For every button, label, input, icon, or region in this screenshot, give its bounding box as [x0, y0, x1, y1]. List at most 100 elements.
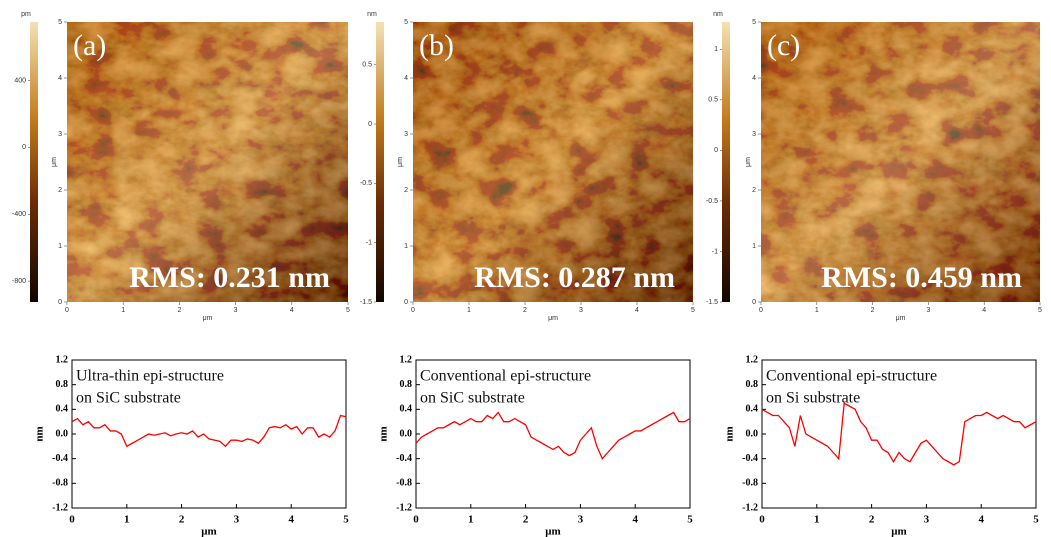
y-tick-label: 0.8: [400, 379, 413, 390]
panel-label: (c): [767, 29, 800, 62]
profile-line: [761, 402, 1037, 466]
y-tick-label: 0.4: [400, 404, 413, 415]
x-tick-label: 4: [290, 307, 294, 314]
y-tick-label: 0: [404, 299, 408, 306]
y-tick-label: 1: [58, 243, 62, 250]
x-tick-label: 0: [411, 307, 415, 314]
y-tick-label: 1: [404, 243, 408, 250]
x-tick-label: 0: [65, 307, 69, 314]
colorbar: [30, 22, 38, 302]
y-tick-label: -1.2: [742, 502, 758, 513]
x-tick-label: 2: [871, 307, 875, 314]
colorbar-tick-label: 1: [714, 46, 718, 53]
y-tick-label: 0.8: [56, 379, 69, 390]
y-tick-label: 1: [752, 243, 756, 250]
y-tick-label: 0.4: [746, 404, 759, 415]
y-tick-label: 4: [404, 75, 408, 82]
x-tick-label: 3: [926, 307, 930, 314]
profile-caption: Conventional epi-structure: [420, 368, 591, 385]
y-tick-label: 3: [404, 131, 408, 138]
x-tick-label: 1: [814, 514, 820, 526]
y-tick-label: -0.8: [52, 478, 68, 489]
x-tick-label: 3: [924, 514, 930, 526]
colorbar-unit: nm: [367, 11, 377, 18]
y-axis-label: nm: [34, 426, 46, 441]
colorbar-tick-label: -1: [366, 240, 372, 247]
x-tick-label: 5: [346, 307, 350, 314]
x-axis-label: μm: [548, 315, 558, 322]
profile-caption: Conventional epi-structure: [766, 368, 937, 385]
colorbar: [722, 22, 730, 302]
x-tick-label: 4: [288, 514, 294, 526]
y-tick-label: -0.4: [52, 453, 68, 464]
panel-label: (b): [419, 29, 454, 62]
x-tick-label: 0: [759, 514, 765, 526]
y-tick-label: 0: [58, 299, 62, 306]
y-tick-label: -0.8: [742, 478, 758, 489]
x-tick-label: 4: [635, 307, 639, 314]
x-tick-label: 1: [467, 307, 471, 314]
profile-caption: Ultra-thin epi-structure: [76, 368, 224, 385]
colorbar-tick-label: 0.5: [708, 97, 718, 104]
colorbar-tick-label: -1: [712, 248, 718, 255]
y-tick-label: 1.2: [400, 354, 413, 365]
y-tick-label: 0.4: [56, 404, 69, 415]
y-tick-label: 5: [404, 19, 408, 26]
y-tick-label: 1.2: [746, 354, 759, 365]
x-axis-label: μm: [203, 315, 213, 322]
y-tick-label: -0.4: [742, 453, 758, 464]
y-tick-label: 0: [752, 299, 756, 306]
x-tick-label: 5: [343, 514, 349, 526]
x-axis-label: μm: [896, 315, 906, 322]
y-axis-label: μm: [745, 157, 752, 167]
profile-line: [415, 411, 691, 460]
rms-annotation: RMS: 0.287 nm: [474, 261, 675, 294]
y-tick-label: 4: [58, 75, 62, 82]
panel-label: (a): [73, 29, 106, 62]
y-tick-label: 0.8: [746, 379, 759, 390]
y-tick-label: 5: [752, 19, 756, 26]
y-axis-label: nm: [378, 426, 390, 441]
colorbar-tick-label: -1.5: [706, 299, 718, 306]
colorbar-tick-label: -0.5: [360, 180, 372, 187]
x-tick-label: 2: [523, 307, 527, 314]
x-tick-label: 4: [632, 514, 638, 526]
x-tick-label: 1: [815, 307, 819, 314]
x-tick-label: 3: [578, 514, 584, 526]
colorbar-tick-label: 0: [22, 144, 26, 151]
x-tick-label: 0: [69, 514, 75, 526]
x-tick-label: 5: [1033, 514, 1039, 526]
colorbar-unit: nm: [713, 11, 723, 18]
x-tick-label: 3: [579, 307, 583, 314]
x-tick-label: 2: [177, 307, 181, 314]
y-tick-label: 2: [58, 187, 62, 194]
y-tick-label: 5: [58, 19, 62, 26]
colorbar-tick-label: 400: [14, 77, 26, 84]
x-tick-label: 1: [124, 514, 130, 526]
y-tick-label: 0.0: [746, 428, 759, 439]
x-axis-label: μm: [545, 526, 560, 537]
y-tick-label: 3: [752, 131, 756, 138]
y-tick-label: -0.8: [396, 478, 412, 489]
y-axis-label: μm: [397, 157, 404, 167]
x-tick-label: 1: [121, 307, 125, 314]
x-tick-label: 5: [691, 307, 695, 314]
x-tick-label: 2: [179, 514, 185, 526]
x-tick-label: 2: [869, 514, 875, 526]
colorbar: [376, 22, 384, 302]
afm-texture: [67, 22, 348, 302]
y-tick-label: 4: [752, 75, 756, 82]
x-tick-label: 4: [978, 514, 984, 526]
colorbar-tick-label: -400: [12, 211, 26, 218]
x-tick-label: 0: [759, 307, 763, 314]
y-tick-label: 2: [404, 187, 408, 194]
colorbar-tick-label: -800: [12, 278, 26, 285]
profile-line: [71, 414, 347, 448]
y-axis-label: nm: [724, 426, 736, 441]
x-tick-label: 0: [413, 514, 419, 526]
profile-caption: on SiC substrate: [76, 390, 181, 407]
colorbar-tick-label: -0.5: [706, 198, 718, 205]
rms-annotation: RMS: 0.231 nm: [129, 261, 330, 294]
y-tick-label: 0.0: [56, 428, 69, 439]
